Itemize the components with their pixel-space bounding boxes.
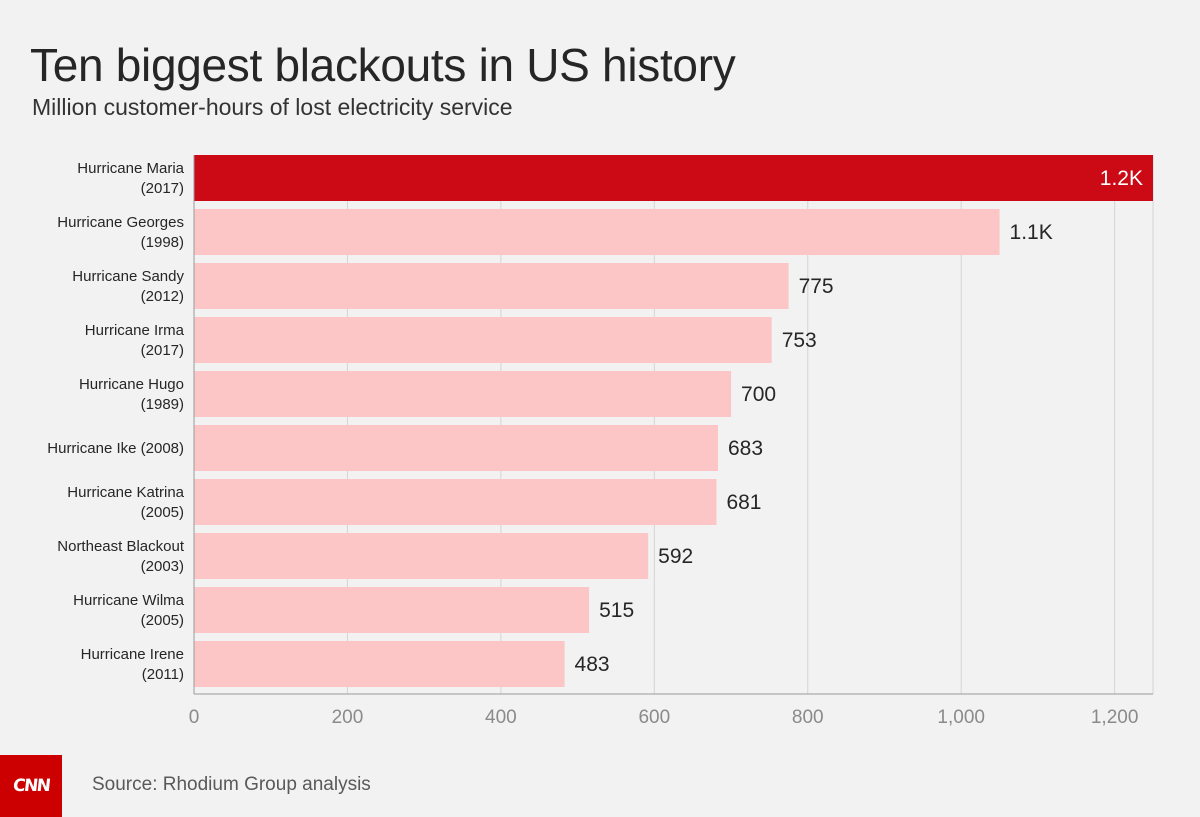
category-label: Hurricane Maria xyxy=(77,160,184,177)
value-label: 683 xyxy=(728,437,763,460)
category-label: (2017) xyxy=(141,342,184,359)
category-label: Hurricane Irma xyxy=(85,322,185,339)
chart-title: Ten biggest blackouts in US history xyxy=(30,39,736,91)
value-label: 1.1K xyxy=(1010,221,1053,244)
bar xyxy=(194,371,732,417)
value-label: 700 xyxy=(741,383,776,406)
value-label: 681 xyxy=(726,491,761,514)
category-label: Hurricane Hugo xyxy=(79,376,184,393)
category-label: Hurricane Ike (2008) xyxy=(47,440,184,457)
x-tick-label: 1,000 xyxy=(937,707,985,728)
value-label: 515 xyxy=(599,599,634,622)
category-label: Hurricane Irene xyxy=(81,646,184,663)
value-label: 753 xyxy=(782,329,817,352)
category-label: (2003) xyxy=(141,558,184,575)
bar xyxy=(194,641,565,687)
x-tick-label: 0 xyxy=(189,707,200,728)
category-label: Hurricane Georges xyxy=(57,214,184,231)
bar xyxy=(194,263,789,309)
bar xyxy=(194,425,718,471)
category-label: Hurricane Katrina xyxy=(67,484,184,501)
value-label: 592 xyxy=(658,545,693,568)
value-label: 775 xyxy=(799,275,834,298)
value-label: 1.2K xyxy=(1100,167,1143,190)
x-tick-label: 400 xyxy=(485,707,517,728)
bar xyxy=(194,155,1153,201)
x-tick-label: 1,200 xyxy=(1091,707,1139,728)
category-label: (2005) xyxy=(141,504,184,521)
cnn-logo: CNN xyxy=(0,755,62,817)
category-label: (1998) xyxy=(141,234,184,251)
value-label: 483 xyxy=(575,653,610,676)
category-label: (2017) xyxy=(141,180,184,197)
bar xyxy=(194,587,590,633)
category-label: Northeast Blackout xyxy=(57,538,185,555)
category-label: (2011) xyxy=(142,666,184,683)
chart-subtitle: Million customer-hours of lost electrici… xyxy=(32,94,513,120)
bar xyxy=(194,209,1000,255)
category-label: (2005) xyxy=(141,612,184,629)
bar xyxy=(194,479,717,525)
cnn-logo-text: CNN xyxy=(11,776,51,796)
source-note: Source: Rhodium Group analysis xyxy=(92,774,371,795)
x-tick-label: 800 xyxy=(792,707,824,728)
category-label: Hurricane Wilma xyxy=(73,592,185,609)
x-tick-label: 200 xyxy=(332,707,364,728)
bar xyxy=(194,317,772,363)
bar xyxy=(194,533,649,579)
category-label: (1989) xyxy=(141,396,184,413)
x-tick-label: 600 xyxy=(638,707,670,728)
category-label: Hurricane Sandy xyxy=(72,268,184,285)
category-label: (2012) xyxy=(141,288,184,305)
